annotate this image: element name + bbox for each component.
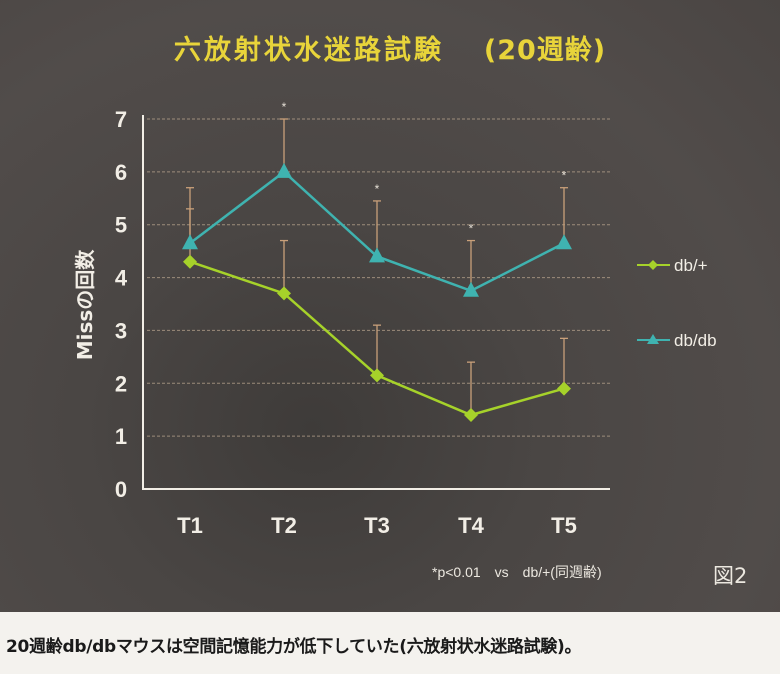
error-bars — [186, 118, 568, 415]
y-tick-label: 1 — [115, 424, 127, 449]
triangle-marker — [182, 234, 198, 250]
figure-label: 図2 — [713, 564, 748, 588]
diamond-marker — [464, 408, 478, 422]
figure-caption: 20週齢db/dbマウスは空間記憶能力が低下していた(六放射状水迷路試験)。 — [6, 637, 582, 657]
gridlines — [147, 118, 610, 437]
y-tick-label: 4 — [115, 266, 128, 291]
significance-star: * — [282, 100, 287, 114]
legend-label: db/db — [674, 331, 717, 350]
significance-star: * — [469, 222, 474, 236]
legend: db/+ db/db — [637, 256, 717, 350]
diamond-marker — [370, 368, 384, 383]
significance-markers: * * * * — [282, 100, 567, 236]
y-tick-label: 5 — [115, 213, 127, 238]
significance-star: * — [562, 169, 567, 183]
chart-title-main: 六放射状水迷路試験 — [173, 35, 444, 66]
diamond-marker — [277, 286, 291, 301]
legend-label: db/+ — [674, 256, 708, 275]
triangle-marker — [369, 247, 385, 263]
x-tick-label: T5 — [551, 513, 577, 538]
triangle-marker — [276, 162, 292, 178]
y-tick-labels: 0 1 2 3 4 5 6 7 — [115, 107, 128, 502]
legend-triangle-icon — [647, 334, 659, 344]
legend-diamond-icon — [648, 260, 658, 270]
x-tick-labels: T1 T2 T3 T4 T5 — [177, 513, 577, 538]
y-tick-label: 6 — [115, 160, 127, 185]
axes — [142, 115, 610, 490]
triangle-marker — [556, 234, 572, 250]
diamond-marker — [183, 254, 197, 269]
data-series — [182, 162, 572, 422]
x-tick-label: T1 — [177, 513, 203, 538]
y-tick-label: 0 — [115, 477, 127, 502]
chart-title: 六放射状水迷路試験 (20週齢) — [0, 28, 780, 67]
significance-footnote: *p<0.01 vs db/+(同週齢) — [432, 564, 602, 580]
y-tick-label: 7 — [115, 107, 127, 132]
significance-star: * — [375, 182, 380, 196]
x-tick-label: T3 — [364, 513, 390, 538]
x-tick-label: T4 — [458, 513, 484, 538]
x-tick-label: T2 — [271, 513, 297, 538]
line-chart: 0 1 2 3 4 5 6 7 T1 T2 T3 T4 T5 * * * * db/+ db/db Missの… — [73, 100, 717, 538]
y-tick-label: 3 — [115, 318, 127, 343]
y-tick-label: 2 — [115, 371, 127, 396]
diamond-marker — [557, 381, 571, 396]
y-axis-label: Missの回数 — [73, 249, 97, 361]
triangle-marker — [463, 281, 479, 297]
chart-title-suffix: (20週齢) — [483, 35, 607, 66]
